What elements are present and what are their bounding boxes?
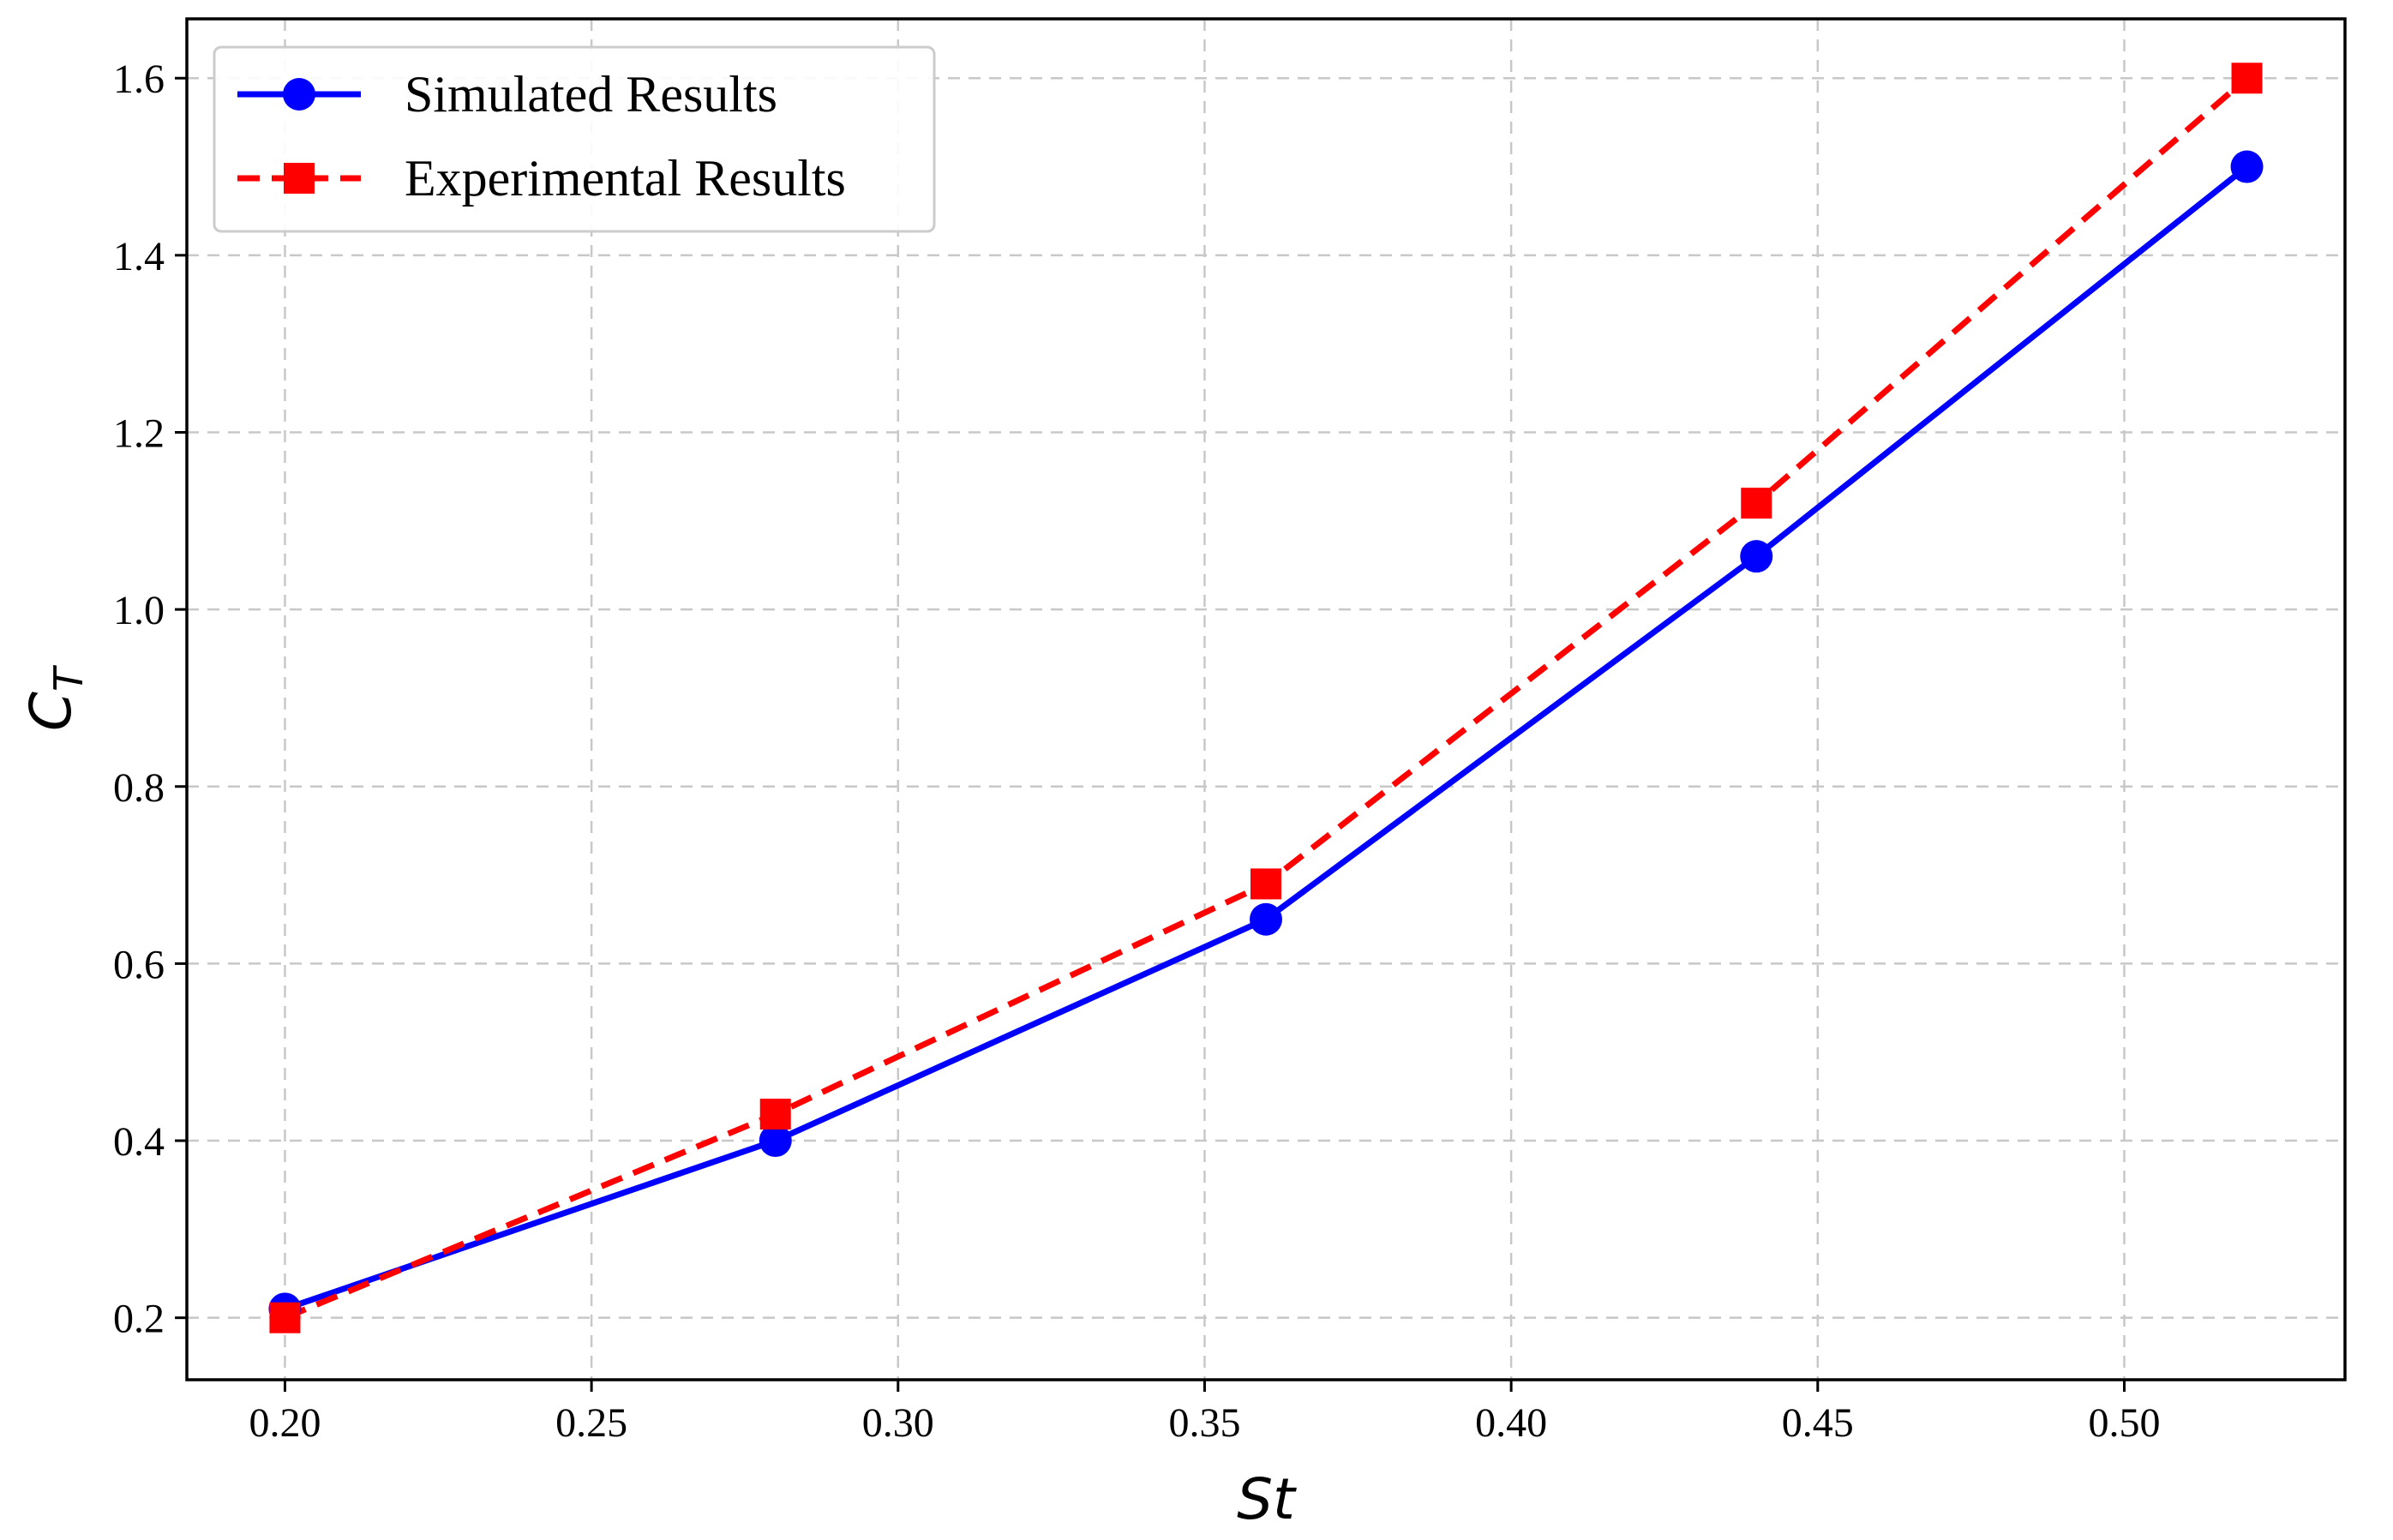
x-tick-label: 0.40 bbox=[1475, 1400, 1547, 1446]
y-tick-label: 1.6 bbox=[113, 57, 165, 102]
legend-marker-experimental bbox=[284, 163, 315, 194]
legend-item-experimental: Experimental Results bbox=[237, 150, 846, 207]
data-point-simulated bbox=[1250, 902, 1282, 936]
data-point-simulated bbox=[759, 1124, 792, 1158]
x-tick-label: 0.25 bbox=[555, 1400, 627, 1446]
data-point-experimental bbox=[1741, 488, 1772, 519]
x-tick-label: 0.30 bbox=[862, 1400, 934, 1446]
y-tick-label: 0.6 bbox=[113, 942, 165, 987]
data-point-simulated bbox=[1740, 540, 1773, 573]
legend: Simulated Results Experimental Results bbox=[213, 45, 936, 233]
x-tick-label: 0.45 bbox=[1782, 1400, 1854, 1446]
legend-label-experimental: Experimental Results bbox=[405, 150, 846, 207]
grid bbox=[187, 19, 2345, 1380]
legend-marker-simulated bbox=[283, 78, 315, 111]
axis-ticks: 0.20 0.25 0.30 0.35 0.40 0.45 0.50 0.2 0.4 0.6 0.8… bbox=[113, 57, 2160, 1446]
data-point-simulated bbox=[2230, 150, 2264, 183]
plot-frame bbox=[185, 17, 2347, 1381]
data-point-experimental bbox=[1250, 868, 1281, 900]
y-tick-label: 0.4 bbox=[113, 1119, 165, 1165]
y-tick-label: 0.2 bbox=[113, 1297, 165, 1342]
x-axis-title: St bbox=[1237, 1466, 1297, 1532]
x-tick-label: 0.50 bbox=[2088, 1400, 2160, 1446]
legend-item-simulated: Simulated Results bbox=[237, 66, 777, 123]
y-tick-label: 1.2 bbox=[113, 410, 165, 456]
y-axis-title-subscript: T bbox=[45, 664, 92, 692]
x-tick-label: 0.35 bbox=[1168, 1400, 1240, 1446]
y-tick-label: 1.4 bbox=[113, 234, 165, 279]
x-tick-label: 0.20 bbox=[249, 1400, 321, 1446]
y-axis-title-main: C bbox=[18, 692, 84, 731]
data-point-experimental bbox=[2231, 63, 2263, 94]
y-axis-title: CT bbox=[18, 664, 92, 731]
legend-label-simulated: Simulated Results bbox=[405, 66, 777, 123]
y-tick-label: 0.8 bbox=[113, 765, 165, 811]
legend-box bbox=[213, 45, 936, 233]
series-line-simulated bbox=[284, 164, 2249, 1312]
series-layer bbox=[268, 63, 2264, 1333]
data-point-experimental bbox=[759, 1099, 791, 1130]
data-point-experimental bbox=[269, 1302, 301, 1333]
series-line-experimental bbox=[284, 75, 2249, 1321]
y-tick-label: 1.0 bbox=[113, 588, 165, 633]
